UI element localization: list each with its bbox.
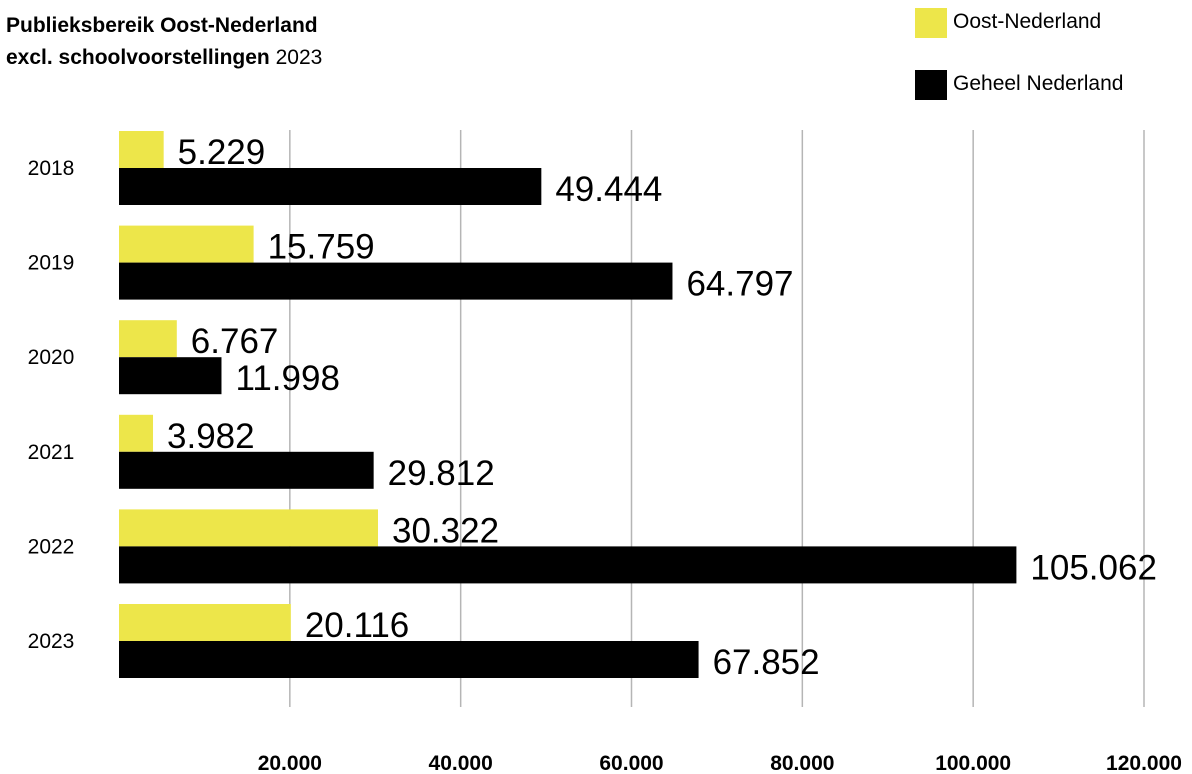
data-label-oost-2023: 20.116 [305,606,409,645]
x-tick-label-3: 80.000 [770,752,834,774]
x-tick-label-1: 40.000 [429,752,493,774]
x-tick-label-5: 120.000 [1106,752,1182,774]
chart-subtitle: excl. schoolvoorstellingen [6,46,270,69]
bar-oost-2023 [119,604,291,641]
bar-oost-2021 [119,414,154,452]
chart-title-block: Publieksbereik Oost-Nederland excl. scho… [6,10,322,74]
data-label-nederland-2020: 11.998 [235,359,339,398]
legend-swatch-oost [915,8,947,38]
category-label-2023: 2023 [28,630,75,653]
chart-title: Publieksbereik Oost-Nederland [6,14,318,37]
legend-label-nederland: Geheel Nederland [953,72,1124,95]
data-label-oost-2021: 3.982 [167,417,255,456]
data-label-oost-2022: 30.322 [392,511,499,550]
data-label-nederland-2023: 67.852 [713,643,820,682]
data-label-oost-2018: 5.229 [178,133,266,172]
bar-nederland-2020 [119,357,222,395]
chart-subtitle-year: 2023 [275,46,323,69]
bar-oost-2020 [119,320,177,358]
bar-nederland-2019 [119,262,673,300]
category-label-2021: 2021 [28,441,75,464]
bar-nederland-2022 [119,546,1017,584]
x-tick-label-4: 100.000 [935,752,1011,774]
x-tick-label-2: 60.000 [599,752,663,774]
bar-nederland-2018 [119,168,542,205]
bar-nederland-2021 [119,451,374,489]
bar-oost-2022 [119,509,379,547]
data-label-oost-2019: 15.759 [268,228,375,267]
data-label-oost-2020: 6.767 [191,322,279,361]
legend-label-oost: Oost-Nederland [953,10,1102,33]
bar-oost-2018 [119,131,164,168]
category-label-2019: 2019 [28,252,75,275]
data-label-nederland-2019: 64.797 [686,265,793,304]
bar-nederland-2023 [119,641,699,678]
bar-oost-2019 [119,225,254,263]
legend-swatch-nederland [915,70,947,100]
data-label-nederland-2021: 29.812 [388,454,495,493]
category-label-2020: 2020 [28,346,75,369]
category-label-2018: 2018 [28,157,75,180]
data-label-nederland-2018: 49.444 [555,170,662,209]
x-tick-label-0: 20.000 [258,752,322,774]
category-label-2022: 2022 [28,535,75,558]
data-label-nederland-2022: 105.062 [1030,548,1157,587]
